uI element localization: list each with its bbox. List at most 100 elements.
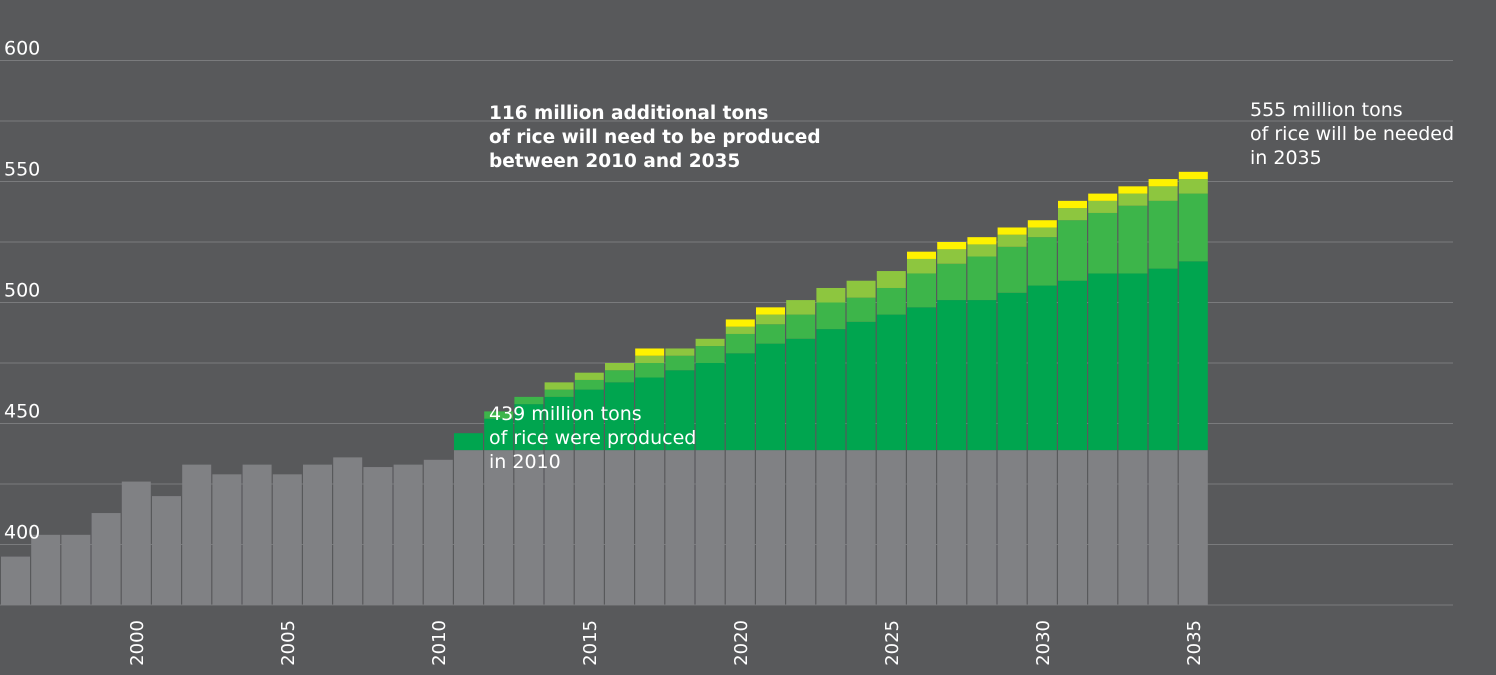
y-tick-400: 400 [4,522,40,544]
bar-2002-segment-0 [182,464,212,605]
needed-note-line-2: of rice will be needed [1250,123,1455,145]
bar-2022-segment-1 [786,338,816,451]
bar-2033-segment-2 [1118,205,1148,274]
bar-2024-segment-1 [846,321,876,451]
bar-2027-segment-0 [937,450,967,605]
bar-2014-segment-1 [544,396,574,451]
bar-2026-segment-3 [907,258,936,274]
bar-2025-segment-3 [876,271,906,288]
x-tick-2005: 2005 [278,620,299,666]
produced-note-line-3: in 2010 [489,451,561,473]
bar-2007-segment-0 [333,457,363,605]
bar-2028-segment-3 [967,244,997,257]
bar-2029-segment-3 [997,234,1027,247]
bar-2005-segment-0 [272,474,302,605]
bar-2001-segment-0 [152,496,181,605]
bar-2018-segment-0 [665,450,695,605]
x-tick-2025: 2025 [882,620,903,666]
bar-2023-segment-2 [816,302,846,330]
bar-2014-segment-0 [544,450,574,605]
bar-2017-segment-1 [635,377,665,451]
bar-2030-segment-1 [1027,285,1057,451]
bar-2031-segment-0 [1058,450,1087,605]
bar-2034-segment-2 [1148,200,1178,269]
bar-1996-segment-0 [1,556,30,605]
bar-2031-segment-2 [1058,220,1087,281]
bar-2030-segment-3 [1027,227,1057,238]
bar-2017-segment-2 [635,363,665,378]
bar-2012-segment-2 [484,411,514,419]
bar-2009-segment-0 [393,464,423,605]
additional-production-note: 116 million additional tons of rice will… [489,102,821,174]
bar-2015-segment-2 [574,379,604,390]
bar-2034-segment-4 [1148,179,1178,187]
bar-2023-segment-0 [816,450,846,605]
bar-2033-segment-0 [1118,450,1148,605]
bar-2032-segment-3 [1088,200,1118,213]
y-axis-ticks: 400 450 500 550 600 [4,38,40,544]
bar-2018-segment-2 [665,355,695,371]
bar-2016-segment-1 [605,382,634,451]
additional-note-line-1: 116 million additional tons [489,103,769,124]
bar-2029-segment-1 [997,292,1027,451]
bar-2034-segment-1 [1148,268,1178,451]
bar-layer [1,171,1208,605]
bar-2024-segment-0 [846,450,876,605]
bar-2027-segment-1 [937,300,967,451]
bar-2019-segment-0 [695,450,725,605]
bar-2016-segment-3 [605,363,634,371]
bar-2030-segment-2 [1027,237,1057,286]
bar-2019-segment-2 [695,346,725,363]
bar-2016-segment-2 [605,370,634,383]
bar-2022-segment-0 [786,450,816,605]
bar-2011-segment-1 [454,433,483,451]
bar-1999-segment-0 [91,513,121,605]
bar-2022-segment-2 [786,314,816,339]
bar-2035-segment-0 [1178,450,1208,605]
bar-2015-segment-3 [574,372,604,380]
bar-2029-segment-2 [997,246,1027,293]
x-tick-2010: 2010 [429,620,450,666]
bar-2000-segment-0 [121,481,151,605]
bar-2030-segment-0 [1027,450,1057,605]
bar-2026-segment-0 [907,450,936,605]
needed-2035-note: 555 million tons of rice will be needed … [1250,98,1454,170]
bar-2019-segment-1 [695,363,725,451]
bar-2028-segment-2 [967,256,997,301]
y-tick-550: 550 [4,159,40,181]
additional-note-line-3: between 2010 and 2035 [489,151,741,172]
bar-2033-segment-4 [1118,186,1148,194]
bar-2019-segment-3 [695,338,725,347]
bar-2020-segment-1 [725,353,755,451]
bar-2020-segment-4 [725,319,755,327]
bar-2013-segment-2 [514,396,544,405]
bar-2014-segment-3 [544,382,574,390]
bar-2014-segment-2 [544,389,574,397]
bar-2028-segment-0 [967,450,997,605]
bar-2027-segment-4 [937,242,967,250]
bar-2006-segment-0 [303,464,332,605]
bar-2032-segment-1 [1088,273,1118,451]
produced-note-line-2: of rice were produced [489,427,697,449]
bar-2027-segment-2 [937,263,967,301]
bar-2032-segment-0 [1088,450,1118,605]
bar-2035-segment-4 [1178,171,1208,180]
bar-2034-segment-0 [1148,450,1178,605]
bar-2024-segment-3 [846,280,876,298]
bar-2021-segment-1 [756,343,785,451]
bar-2017-segment-4 [635,348,665,356]
needed-note-line-1: 555 million tons [1250,99,1403,121]
bar-2028-segment-4 [967,237,997,245]
bar-2035-segment-2 [1178,193,1208,262]
x-tick-2035: 2035 [1184,620,1205,666]
bar-2033-segment-3 [1118,193,1148,206]
bar-2025-segment-2 [876,287,906,315]
x-tick-2000: 2000 [127,620,148,666]
bar-2015-segment-1 [574,389,604,451]
bar-2032-segment-2 [1088,212,1118,274]
bar-2022-segment-3 [786,300,816,315]
bar-2025-segment-1 [876,314,906,451]
bar-2031-segment-4 [1058,200,1087,209]
bar-2023-segment-1 [816,329,846,451]
